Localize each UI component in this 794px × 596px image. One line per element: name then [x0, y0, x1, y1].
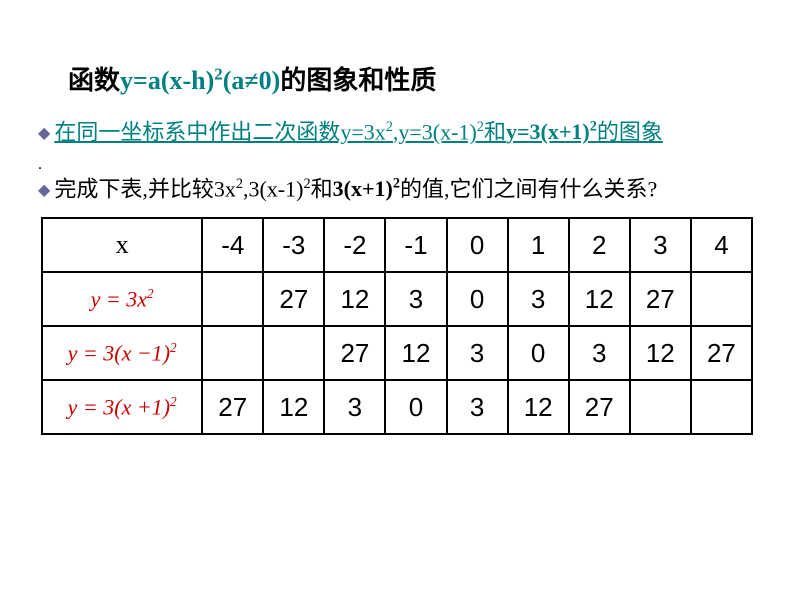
slide: 函数y=a(x-h)2(a≠0)的图象和性质 ◆ 在同一坐标系中作出二次函数y=…: [0, 0, 794, 596]
title-part2: 的图象和性质: [280, 66, 436, 95]
table-row: y = 3(x +1)2 27 12 3 0 3 12 27: [42, 380, 752, 434]
cell: [263, 326, 324, 380]
title-part1: 函数: [68, 66, 120, 95]
table-row: y = 3(x −1)2 27 12 3 0 3 12 27: [42, 326, 752, 380]
col-n4: -4: [202, 218, 263, 272]
col-2: 2: [569, 218, 630, 272]
bullet-1: ◆ 在同一坐标系中作出二次函数y=3x2,y=3(x-1)2和y=3(x+1)2…: [38, 117, 756, 148]
cell: [630, 380, 691, 434]
cell: 0: [447, 272, 508, 326]
cell: 12: [508, 380, 569, 434]
cell: 3: [385, 272, 446, 326]
cell: 27: [202, 380, 263, 434]
diamond-icon: ◆: [38, 180, 50, 200]
table-row: y = 3x2 27 12 3 0 3 12 27: [42, 272, 752, 326]
cell: 12: [569, 272, 630, 326]
formula-3xm1: y = 3(x −1)2: [42, 326, 202, 380]
cell: 3: [447, 380, 508, 434]
diamond-icon: ◆: [38, 123, 50, 143]
cell: [202, 326, 263, 380]
cell: 27: [569, 380, 630, 434]
cell: 12: [324, 272, 385, 326]
col-1: 1: [508, 218, 569, 272]
bullet-2: ◆ 完成下表,并比较3x2,3(x-1)2和3(x+1)2的值,它们之间有什么关…: [38, 174, 756, 205]
col-x: x: [42, 218, 202, 272]
cell: 3: [508, 272, 569, 326]
col-3: 3: [630, 218, 691, 272]
bullet-1-dot: .: [38, 156, 756, 174]
bullet-1-text: 在同一坐标系中作出二次函数y=3x2,y=3(x-1)2和y=3(x+1)2的图…: [54, 117, 663, 148]
cell: 0: [508, 326, 569, 380]
col-4: 4: [691, 218, 752, 272]
col-n3: -3: [263, 218, 324, 272]
bullet-2-text: 完成下表,并比较3x2,3(x-1)2和3(x+1)2的值,它们之间有什么关系?: [54, 174, 657, 205]
cell: 12: [263, 380, 324, 434]
formula-3x2: y = 3x2: [42, 272, 202, 326]
cell: 3: [569, 326, 630, 380]
data-table: x -4 -3 -2 -1 0 1 2 3 4 y = 3x2 27 12 3 …: [41, 217, 753, 435]
cell: 27: [324, 326, 385, 380]
cell: 0: [385, 380, 446, 434]
cell: 27: [691, 326, 752, 380]
cell: 12: [630, 326, 691, 380]
formula-3xp1: y = 3(x +1)2: [42, 380, 202, 434]
cell: 27: [263, 272, 324, 326]
slide-title: 函数y=a(x-h)2(a≠0)的图象和性质: [38, 60, 756, 97]
cell: [691, 380, 752, 434]
cell: 12: [385, 326, 446, 380]
table-header-row: x -4 -3 -2 -1 0 1 2 3 4: [42, 218, 752, 272]
cell: 3: [447, 326, 508, 380]
col-0: 0: [447, 218, 508, 272]
cell: 3: [324, 380, 385, 434]
cell: 27: [630, 272, 691, 326]
col-n1: -1: [385, 218, 446, 272]
cell: [202, 272, 263, 326]
cell: [691, 272, 752, 326]
title-formula: y=a(x-h)2(a≠0): [120, 66, 280, 95]
col-n2: -2: [324, 218, 385, 272]
